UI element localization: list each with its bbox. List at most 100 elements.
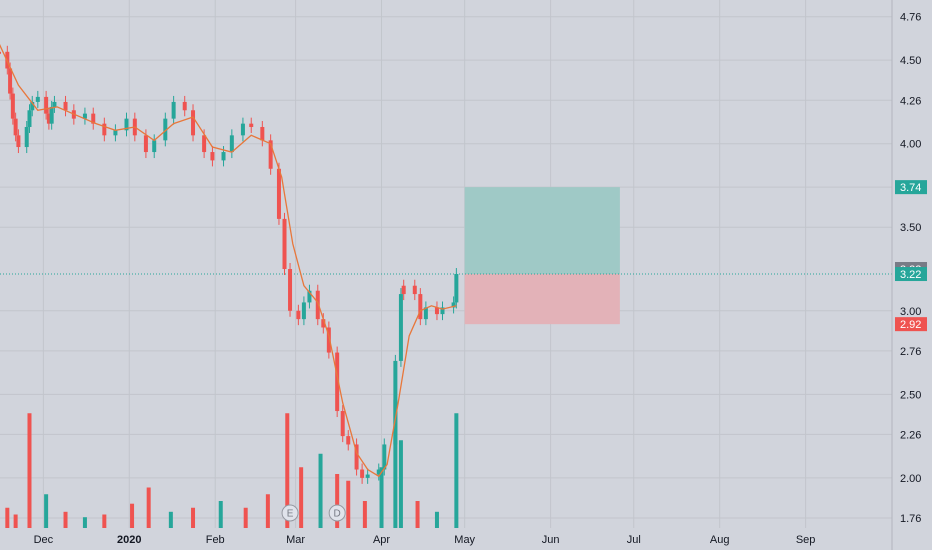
price-tag-label: 3.74 — [900, 182, 921, 194]
candle-body — [102, 123, 107, 136]
time-axis[interactable]: Dec 2020 Feb Mar Apr May Jun Jul Aug Sep — [34, 534, 816, 546]
candle-body — [221, 152, 226, 161]
candle-body — [315, 290, 320, 320]
volume-bar — [13, 514, 18, 528]
candle-body — [335, 352, 340, 412]
candle-body — [365, 474, 370, 478]
candle-body — [52, 101, 57, 107]
volume-bar — [335, 474, 340, 528]
volume-bar — [318, 453, 323, 528]
candle-body — [240, 123, 245, 136]
candle-body — [163, 118, 168, 141]
candle-body — [210, 152, 215, 161]
candle-body — [229, 135, 234, 153]
y-tick-label: 2.76 — [900, 346, 921, 358]
volume-bar — [454, 413, 459, 528]
candle-body — [326, 327, 331, 353]
volume-bar — [63, 511, 68, 528]
volume-bar — [44, 494, 49, 528]
candle-body — [113, 130, 118, 136]
volume-bars — [5, 399, 459, 528]
candle-body — [354, 444, 359, 470]
candle-body — [124, 118, 129, 131]
candle-body — [451, 302, 456, 308]
candle-body — [82, 113, 87, 119]
volume-bar — [415, 501, 420, 528]
candle-body — [434, 307, 439, 315]
candle-body — [143, 135, 148, 153]
position-tool[interactable] — [0, 187, 892, 325]
x-tick-label: Dec — [34, 534, 54, 546]
event-marker-e — [281, 504, 299, 522]
candle-body — [191, 110, 196, 136]
volume-bar — [82, 517, 87, 528]
volume-bar — [168, 511, 173, 528]
volume-bar — [218, 501, 223, 528]
volume-bar — [102, 514, 107, 528]
ma-line — [0, 44, 457, 478]
candle-body — [171, 101, 176, 119]
volume-bar — [191, 507, 196, 528]
candle-body — [393, 360, 398, 445]
candle-body — [376, 469, 381, 475]
candle-body — [401, 285, 406, 295]
x-tick-label: Jun — [542, 534, 560, 546]
grid-lines — [0, 0, 892, 528]
candle-body — [46, 113, 51, 124]
price-tag — [895, 317, 927, 332]
y-tick-label: 2.00 — [900, 473, 921, 485]
price-tag — [895, 267, 927, 282]
candle-body — [13, 118, 18, 136]
event-marker-d — [328, 504, 346, 522]
candle-body — [152, 140, 157, 153]
x-tick-label: 2020 — [117, 534, 141, 546]
candle-body — [16, 135, 21, 148]
volume-bar — [299, 467, 304, 528]
candle-body — [346, 436, 351, 445]
candle-body — [454, 274, 459, 303]
candle-body — [321, 319, 326, 328]
volume-bar — [285, 413, 290, 528]
candle-body — [49, 106, 54, 124]
candle-body — [24, 126, 29, 148]
y-tick-label: 4.76 — [900, 12, 921, 24]
candle-body — [35, 96, 40, 102]
candle-body — [30, 101, 35, 111]
volume-bar — [27, 413, 32, 528]
candle-body — [412, 285, 417, 295]
volume-bar — [346, 480, 351, 528]
x-tick-label: Jul — [627, 534, 641, 546]
x-tick-label: Sep — [796, 534, 816, 546]
candle-body — [8, 68, 13, 94]
candle-body — [296, 310, 301, 320]
candle-body — [10, 93, 15, 119]
candle-body — [260, 126, 265, 141]
volume-bar — [5, 507, 10, 528]
x-tick-label: Aug — [710, 534, 730, 546]
volume-bar — [362, 501, 367, 528]
candle-body — [418, 294, 423, 320]
candle-body — [268, 140, 273, 169]
candle-body — [440, 307, 445, 315]
candle-body — [398, 294, 403, 361]
volume-bar — [130, 503, 135, 528]
moving-average — [0, 44, 457, 478]
volume-bar — [379, 467, 384, 528]
y-tick-label: 4.50 — [900, 55, 921, 67]
y-tick-label: 4.26 — [900, 95, 921, 107]
x-tick-label: Feb — [206, 534, 225, 546]
candle-body — [91, 113, 96, 124]
event-label: D — [334, 509, 341, 520]
volume-bar — [393, 399, 398, 528]
volume-bar — [243, 507, 248, 528]
candle-body — [382, 444, 387, 470]
x-tick-label: May — [454, 534, 475, 546]
y-tick-label: 4.00 — [900, 139, 921, 151]
candle-body — [202, 135, 207, 153]
candle-body — [423, 307, 428, 320]
price-tag-label: 2.92 — [900, 319, 921, 331]
y-tick-label: 1.76 — [900, 513, 921, 525]
x-tick-label: Apr — [373, 534, 390, 546]
